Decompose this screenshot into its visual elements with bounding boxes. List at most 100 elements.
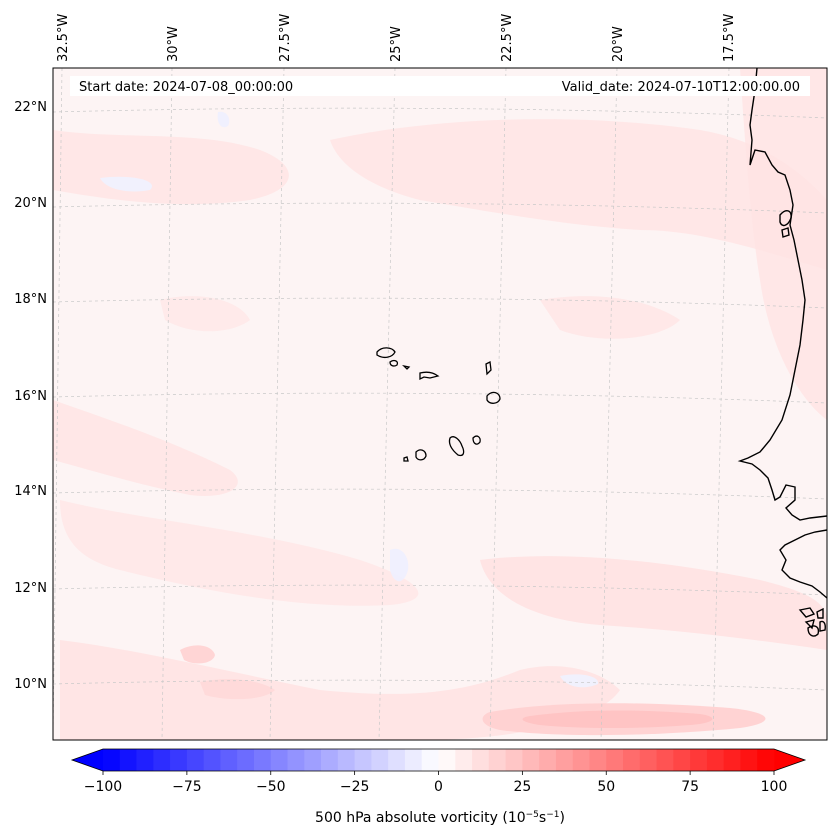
longitude-labels: 32.5°W 30°W 27.5°W 25°W 22.5°W 20°W 17.5… [56, 14, 737, 62]
positive-vorticity-region [740, 68, 827, 420]
start-date-text: Start date: 2024-07-08_00:00:00 [79, 80, 293, 95]
colorbar-label: 500 hPa absolute vorticity (10−5s−1) [315, 810, 565, 826]
positive-vorticity-region [330, 119, 827, 270]
positive-vorticity-region [540, 296, 680, 339]
colorbar-tick-label: −100 [84, 779, 122, 795]
colorbar-low-extend [72, 749, 103, 771]
island [816, 607, 824, 619]
colorbar-step [119, 749, 137, 771]
island-sao-vicente [389, 359, 399, 367]
colorbar-step [354, 749, 372, 771]
colorbar-tick-label: −25 [340, 779, 370, 795]
colorbar-step [673, 749, 691, 771]
island-sal [485, 361, 492, 376]
graticule [53, 68, 827, 740]
colorbar-step [203, 749, 221, 771]
positive-vorticity-region [180, 645, 215, 664]
colorbar-step [455, 749, 473, 771]
colorbar-step [706, 749, 725, 771]
colorbar-step [304, 749, 322, 771]
colorbar-step [757, 749, 775, 771]
colorbar-step [270, 749, 288, 771]
colorbar-step [421, 749, 439, 771]
colorbar-step [170, 749, 188, 771]
island-boa-vista [486, 391, 501, 404]
colorbar-step [136, 749, 154, 771]
lat-label: 20°N [14, 196, 47, 211]
colorbar-tick-label: 25 [513, 779, 531, 795]
colorbar-step [253, 749, 272, 771]
colorbar-ticks: −100 −75 −50 −25 0 25 50 75 100 [84, 771, 788, 795]
lon-label: 22.5°W [500, 14, 515, 62]
island-brava [403, 456, 409, 462]
island [819, 620, 826, 632]
colorbar: −100 −75 −50 −25 0 25 50 75 100 500 hPa absolute… [70, 748, 807, 826]
colorbar-step [438, 749, 456, 771]
positive-vorticity-region [480, 556, 827, 650]
colorbar-step [589, 749, 607, 771]
africa-coastline [737, 68, 827, 521]
island-sao-nicolau [419, 371, 440, 381]
colorbar-step [488, 749, 506, 771]
lat-label: 12°N [14, 581, 47, 596]
lat-label: 14°N [14, 484, 47, 499]
colorbar-step [186, 749, 205, 771]
colorbar-step [388, 749, 406, 771]
lat-label: 18°N [14, 292, 47, 307]
island [804, 619, 815, 630]
colorbar-steps [103, 749, 775, 771]
lon-label: 25°W [389, 26, 404, 62]
colorbar-tick-label: 75 [681, 779, 699, 795]
negative-vorticity-region [100, 176, 152, 192]
latitude-labels: 22°N 20°N 18°N 16°N 14°N 12°N 10°N [14, 100, 47, 692]
colorbar-step [606, 749, 624, 771]
colorbar-step [404, 749, 423, 771]
colorbar-step [287, 749, 305, 771]
lat-label: 16°N [14, 389, 47, 404]
positive-vorticity-region [60, 500, 419, 606]
lon-label: 20°W [611, 26, 626, 62]
island [779, 210, 792, 227]
negative-vorticity-region [390, 548, 409, 582]
colorbar-step [237, 749, 255, 771]
island [807, 625, 820, 637]
colorbar-tick-label: −75 [172, 779, 202, 795]
island [798, 607, 816, 618]
lat-label: 10°N [14, 677, 47, 692]
colorbar-step [220, 749, 238, 771]
negative-vorticity-region [560, 674, 599, 688]
colorbar-high-extend [774, 749, 805, 771]
colorbar-step [539, 749, 557, 771]
positive-vorticity-region [53, 400, 238, 496]
colorbar-step [572, 749, 590, 771]
plot-frame [52, 67, 828, 741]
colorbar-tick-label: 0 [434, 779, 443, 795]
colorbar-step [472, 749, 490, 771]
colorbar-step [321, 749, 339, 771]
africa-coastline [779, 529, 827, 599]
colorbar-step [371, 749, 389, 771]
lon-label: 17.5°W [722, 14, 737, 62]
valid-date-text: Valid_date: 2024-07-10T12:00:00.00 [562, 80, 800, 95]
colorbar-step [690, 749, 708, 771]
positive-vorticity-region [522, 710, 713, 728]
island-santiago [448, 436, 465, 457]
colorbar-tick-label: −50 [256, 779, 286, 795]
vorticity-field [53, 68, 827, 740]
colorbar-step [639, 749, 657, 771]
colorbar-step [505, 749, 523, 771]
positive-vorticity-region [60, 640, 620, 740]
colorbar-step [103, 749, 121, 771]
island-santa-luzia [402, 364, 411, 370]
colorbar-step [555, 749, 574, 771]
island [781, 227, 790, 238]
lat-label: 22°N [14, 100, 47, 115]
coastlines [737, 68, 827, 637]
island-maio [472, 435, 481, 445]
colorbar-step [723, 749, 741, 771]
cape-verde-islands [376, 347, 501, 462]
header-box [70, 76, 810, 96]
colorbar-tick-label: 50 [597, 779, 615, 795]
colorbar-tick-label: 100 [761, 779, 788, 795]
negative-vorticity-region [217, 111, 230, 128]
